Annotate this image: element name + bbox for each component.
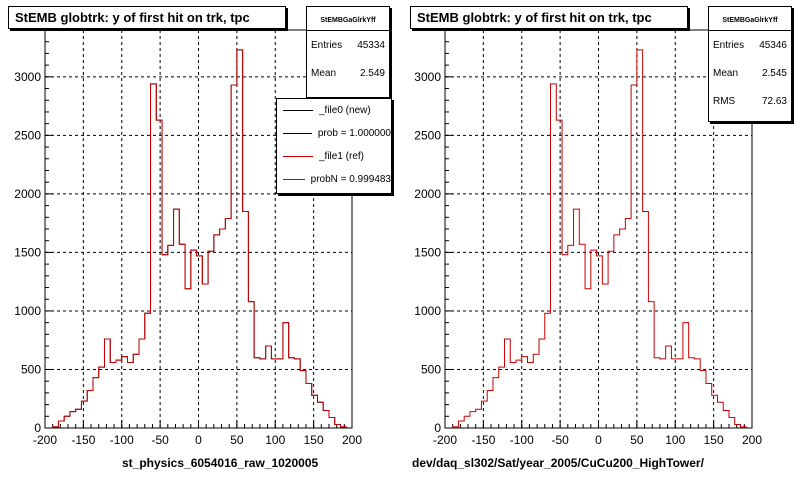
left-y-tick-label: 3000 [14, 70, 41, 84]
right-stats-box: StEMBGaGlrkYff Entries 45346 Mean 2.545 … [708, 6, 792, 122]
right-x-tick-label: 50 [630, 433, 644, 447]
left-y-tick-label: 0 [34, 421, 41, 435]
right-x-axis-title: dev/daq_sl302/Sat/year_2005/CuCu200_High… [412, 456, 704, 470]
right-x-tick-label: 200 [742, 433, 762, 447]
right-x-tick-label: -50 [551, 433, 569, 447]
right-stats-mean-value: 2.545 [761, 67, 787, 79]
legend-label-prob: prob = 1.000000 [317, 128, 391, 139]
left-x-tick-label: -50 [151, 433, 169, 447]
legend-swatch-probn [283, 179, 305, 180]
left-x-tick-label: 200 [342, 433, 362, 447]
right-stats-mean-row: Mean 2.545 [709, 59, 791, 87]
right-y-tick-label: 1500 [414, 245, 441, 259]
right-stats-rms-row: RMS 72.63 [709, 87, 791, 115]
legend-entry-probn: probN = 0.999483 [277, 168, 391, 191]
left-x-tick-label: -100 [110, 433, 134, 447]
right-stats-rms-label: RMS [713, 95, 736, 107]
left-x-tick-label: 50 [230, 433, 244, 447]
left-x-tick-label: 0 [195, 433, 202, 447]
legend-swatch-prob [283, 133, 312, 134]
right-x-tick-label: 150 [704, 433, 724, 447]
left-y-tick-label: 1000 [14, 304, 41, 318]
legend-entry-new: _file0 (new) [277, 99, 391, 122]
right-x-tick-label: 100 [665, 433, 685, 447]
right-stats-mean-label: Mean [713, 67, 739, 79]
left-histogram-pad: -200 -150 -100 -50 0 50 100 150 200 0 500 1000 1500 2… [8, 6, 392, 470]
left-stats-mean-value: 2.549 [359, 67, 385, 79]
right-y-tick-label: 1000 [414, 304, 441, 318]
left-stats-entries-value: 45334 [357, 39, 385, 51]
right-stats-name: StEMBGaGlrkYff [709, 7, 791, 31]
right-x-tick-label: -200 [433, 433, 457, 447]
right-y-tick-label: 2500 [414, 128, 441, 142]
left-histogram-title: StEMB globtrk: y of first hit on trk, tp… [8, 6, 286, 29]
left-histogram-plot: -200 -150 -100 -50 0 50 100 150 2000500100015002… [14, 29, 362, 447]
right-series-0-histogram-line [452, 49, 747, 428]
left-legend-box: _file0 (new) prob = 1.000000 _file1 (ref… [276, 98, 392, 194]
left-x-tick-label: -150 [71, 433, 95, 447]
legend-swatch-new [283, 110, 313, 111]
left-stats-mean-label: Mean [311, 67, 337, 79]
left-stats-box: StEMBGaGlrkYff Entries 45334 Mean 2.549 [306, 6, 390, 98]
right-y-tick-label: 500 [421, 362, 441, 376]
left-y-tick-label: 2000 [14, 187, 41, 201]
legend-swatch-ref [283, 156, 313, 157]
left-y-tick-label: 2500 [14, 128, 41, 142]
right-histogram-title: StEMB globtrk: y of first hit on trk, tp… [410, 6, 688, 29]
left-x-axis-title: st_physics_6054016_raw_1020005 [122, 456, 319, 470]
right-stats-entries-label: Entries [713, 39, 745, 51]
left-y-tick-label: 500 [21, 362, 41, 376]
right-y-tick-label: 2000 [414, 187, 441, 201]
left-stats-mean-row: Mean 2.549 [307, 59, 389, 87]
right-stats-entries-row: Entries 45346 [709, 31, 791, 59]
left-x-tick-label: 100 [265, 433, 285, 447]
left-x-tick-label: 150 [304, 433, 324, 447]
left-stats-name: StEMBGaGlrkYff [307, 7, 389, 31]
right-x-tick-label: -150 [471, 433, 495, 447]
right-x-tick-label: -100 [510, 433, 534, 447]
left-stats-entries-row: Entries 45334 [307, 31, 389, 59]
legend-label-ref: _file1 (ref) [319, 151, 365, 162]
right-stats-entries-value: 45346 [759, 39, 787, 51]
right-y-tick-label: 0 [434, 421, 441, 435]
right-stats-rms-value: 72.63 [761, 95, 787, 107]
right-x-tick-label: 0 [595, 433, 602, 447]
legend-entry-ref: _file1 (ref) [277, 145, 391, 168]
left-x-tick-label: -200 [33, 433, 57, 447]
left-stats-entries-label: Entries [311, 39, 343, 51]
legend-entry-prob: prob = 1.000000 [277, 122, 391, 145]
legend-label-probn: probN = 0.999483 [310, 174, 391, 185]
left-series-1-histogram-line [52, 49, 347, 428]
right-y-tick-label: 3000 [414, 70, 441, 84]
right-histogram-pad: -200 -150 -100 -50 0 50 100 150 200 0 500 1000 1500 2… [400, 0, 800, 480]
left-y-tick-label: 1500 [14, 245, 41, 259]
legend-label-new: _file0 (new) [319, 105, 371, 116]
